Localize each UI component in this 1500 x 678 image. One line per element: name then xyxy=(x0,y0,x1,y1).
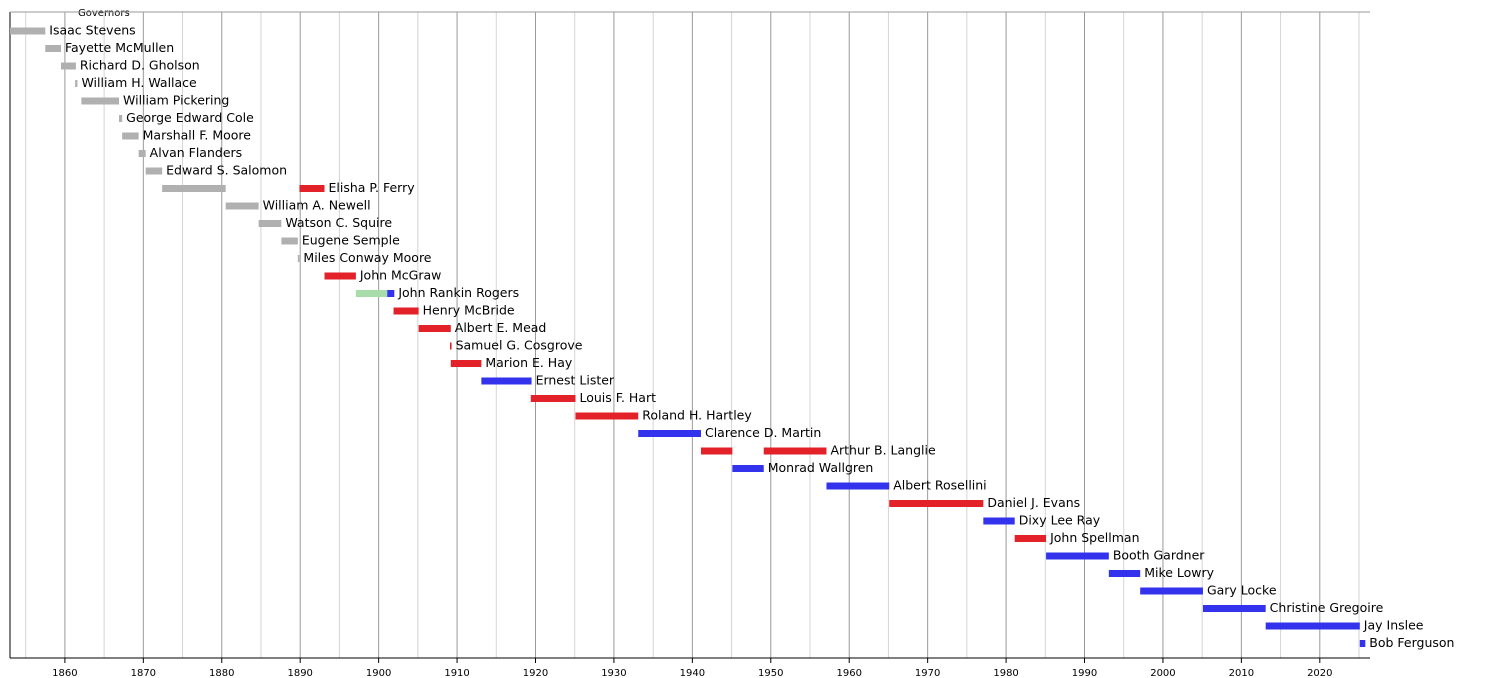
governor-label: Roland H. Hartley xyxy=(642,408,752,423)
governor-label: Bob Ferguson xyxy=(1369,635,1454,650)
term-bar xyxy=(763,447,827,455)
term-bar xyxy=(60,62,76,70)
term-bar xyxy=(324,272,356,280)
x-tick-label: 1990 xyxy=(1072,668,1097,678)
governor-label: Jay Inslee xyxy=(1363,618,1424,633)
governor-label: Alvan Flanders xyxy=(150,145,243,160)
term-bar xyxy=(355,290,388,297)
governor-label: Watson C. Squire xyxy=(285,215,392,230)
x-tick-label: 2020 xyxy=(1307,668,1332,678)
term-bar xyxy=(700,447,733,455)
governor-label: Mike Lowry xyxy=(1144,565,1214,580)
governor-label: Albert Rosellini xyxy=(893,478,986,493)
term-bar xyxy=(299,185,325,192)
term-bar xyxy=(162,185,226,192)
x-tick-label: 1970 xyxy=(915,668,940,678)
governor-label: Samuel G. Cosgrove xyxy=(456,338,583,353)
term-bar xyxy=(1014,535,1047,542)
governor-label: Richard D. Gholson xyxy=(80,58,200,73)
x-tick-label: 1890 xyxy=(287,668,312,678)
governor-label: Elisha P. Ferry xyxy=(329,180,416,195)
governor-label: William H. Wallace xyxy=(81,75,197,90)
term-bar xyxy=(297,255,300,262)
x-tick-label: 1950 xyxy=(758,668,783,678)
term-bar xyxy=(638,430,701,437)
term-bar xyxy=(258,220,282,227)
x-tick-label: 2000 xyxy=(1150,668,1175,678)
term-bar xyxy=(81,97,120,105)
x-tick-label: 1930 xyxy=(601,668,626,678)
grid xyxy=(25,12,1360,658)
term-bar xyxy=(575,412,639,420)
term-bar xyxy=(387,290,395,297)
term-bar xyxy=(1046,552,1109,560)
x-tick-label: 1880 xyxy=(209,668,234,678)
x-tick-label: 1960 xyxy=(836,668,861,678)
governor-label: Dixy Lee Ray xyxy=(1019,513,1101,528)
governor-label: Daniel J. Evans xyxy=(987,495,1080,510)
term-bar xyxy=(1140,587,1203,595)
term-bar xyxy=(75,80,78,87)
governor-label: Eugene Semple xyxy=(302,233,400,248)
term-bar xyxy=(10,27,46,35)
governor-label: Henry McBride xyxy=(423,303,515,318)
x-tick-label: 1870 xyxy=(131,668,156,678)
term-bar xyxy=(45,45,61,52)
governor-label: Edward S. Salomon xyxy=(166,163,287,178)
term-bar xyxy=(530,395,576,402)
governor-label: Gary Locke xyxy=(1207,583,1277,598)
x-tick-label: 1980 xyxy=(993,668,1018,678)
governor-label: Booth Gardner xyxy=(1113,548,1205,563)
x-tick-label: 1920 xyxy=(523,668,548,678)
term-bar xyxy=(138,150,146,157)
term-bar xyxy=(732,465,764,472)
governor-label: Ernest Lister xyxy=(536,373,615,388)
governor-label: John McGraw xyxy=(359,268,442,283)
governor-label: Louis F. Hart xyxy=(579,390,656,405)
term-bar xyxy=(1108,570,1141,577)
term-bar xyxy=(393,307,419,315)
term-bar xyxy=(1202,605,1266,612)
term-bar xyxy=(122,132,139,140)
governor-label: Arthur B. Langlie xyxy=(830,443,935,458)
term-bar xyxy=(281,237,298,245)
x-tick-label: 1860 xyxy=(52,668,77,678)
x-tick-label: 1900 xyxy=(366,668,391,678)
governor-label: Fayette McMullen xyxy=(65,40,174,55)
term-bar xyxy=(1359,640,1366,647)
governor-label: Miles Conway Moore xyxy=(303,250,431,265)
governor-label: Isaac Stevens xyxy=(49,23,135,38)
term-bar xyxy=(983,517,1015,525)
governor-label: Christine Gregoire xyxy=(1270,600,1384,615)
governor-label: Marshall F. Moore xyxy=(143,128,252,143)
governor-label: William Pickering xyxy=(123,93,229,108)
term-bar xyxy=(225,202,259,210)
term-bar xyxy=(1265,622,1360,630)
term-bar xyxy=(119,115,123,122)
x-tick-label: 1940 xyxy=(680,668,705,678)
governor-label: John Spellman xyxy=(1049,530,1139,545)
governor-label: Clarence D. Martin xyxy=(705,425,821,440)
governor-label: Monrad Wallgren xyxy=(768,460,874,475)
governor-label: Albert E. Mead xyxy=(455,320,547,335)
term-bar xyxy=(145,167,163,175)
term-bar xyxy=(481,377,532,385)
term-bar xyxy=(418,325,451,332)
governor-label: William A. Newell xyxy=(263,198,371,213)
term-bar xyxy=(889,500,984,507)
term-bar xyxy=(450,342,452,350)
governor-label: John Rankin Rogers xyxy=(397,285,519,300)
term-bar xyxy=(450,360,482,367)
governor-label: George Edward Cole xyxy=(126,110,254,125)
governor-label: Marion E. Hay xyxy=(485,355,573,370)
x-tick-label: 1910 xyxy=(444,668,469,678)
x-tick-label: 2010 xyxy=(1229,668,1254,678)
term-bar xyxy=(826,482,890,490)
